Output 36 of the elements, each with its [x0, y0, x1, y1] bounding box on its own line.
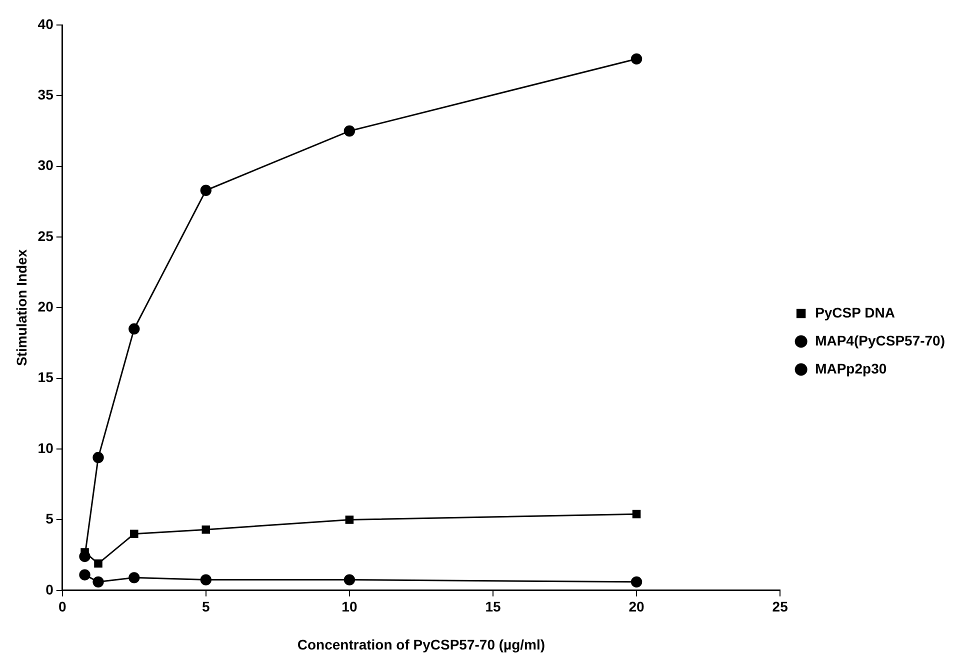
point [79, 569, 90, 580]
x-tick-label: 20 [628, 598, 645, 615]
y-tick-label: 35 [38, 86, 54, 103]
point [94, 559, 102, 568]
legend-label: MAPp2p30 [815, 360, 887, 376]
point [630, 53, 642, 65]
point [344, 574, 356, 586]
point [128, 323, 140, 335]
point [92, 576, 104, 588]
point [200, 574, 212, 586]
y-tick-label: 10 [38, 440, 54, 456]
point [92, 452, 104, 464]
point [632, 510, 641, 518]
point [130, 530, 138, 538]
x-tick-label: 5 [202, 598, 210, 615]
point [630, 576, 642, 588]
point [344, 125, 356, 137]
point [128, 572, 140, 584]
y-tick-label: 15 [38, 369, 54, 386]
point [200, 184, 212, 196]
legend-label: MAP4(PyCSP57-70) [815, 332, 945, 348]
y-tick-label: 25 [38, 228, 54, 244]
x-tick-label: 0 [58, 598, 66, 615]
y-tick-label: 40 [38, 16, 54, 32]
y-tick-label: 30 [38, 157, 54, 174]
legend-label: PyCSP DNA [815, 304, 895, 320]
x-tick-label: 15 [485, 598, 501, 615]
y-tick-label: 0 [46, 581, 54, 598]
x-tick-label: 25 [772, 598, 788, 615]
y-tick-label: 20 [38, 298, 54, 315]
point [345, 516, 354, 524]
x-tick-label: 10 [342, 598, 358, 615]
point [202, 525, 210, 534]
y-tick-label: 5 [46, 510, 54, 527]
x-axis-title: Concentration of PyCSP57-70 (µg/ml) [297, 636, 546, 652]
y-axis-title: Stimulation Index [13, 249, 30, 366]
